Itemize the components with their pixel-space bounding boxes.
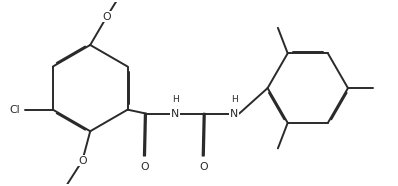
Text: O: O xyxy=(103,12,111,22)
Text: N: N xyxy=(172,109,179,119)
Text: H: H xyxy=(172,95,179,104)
Text: H: H xyxy=(231,95,238,104)
Text: N: N xyxy=(230,109,238,119)
Text: O: O xyxy=(141,161,149,171)
Text: O: O xyxy=(78,156,87,166)
Text: O: O xyxy=(199,161,208,171)
Text: Cl: Cl xyxy=(9,105,20,115)
